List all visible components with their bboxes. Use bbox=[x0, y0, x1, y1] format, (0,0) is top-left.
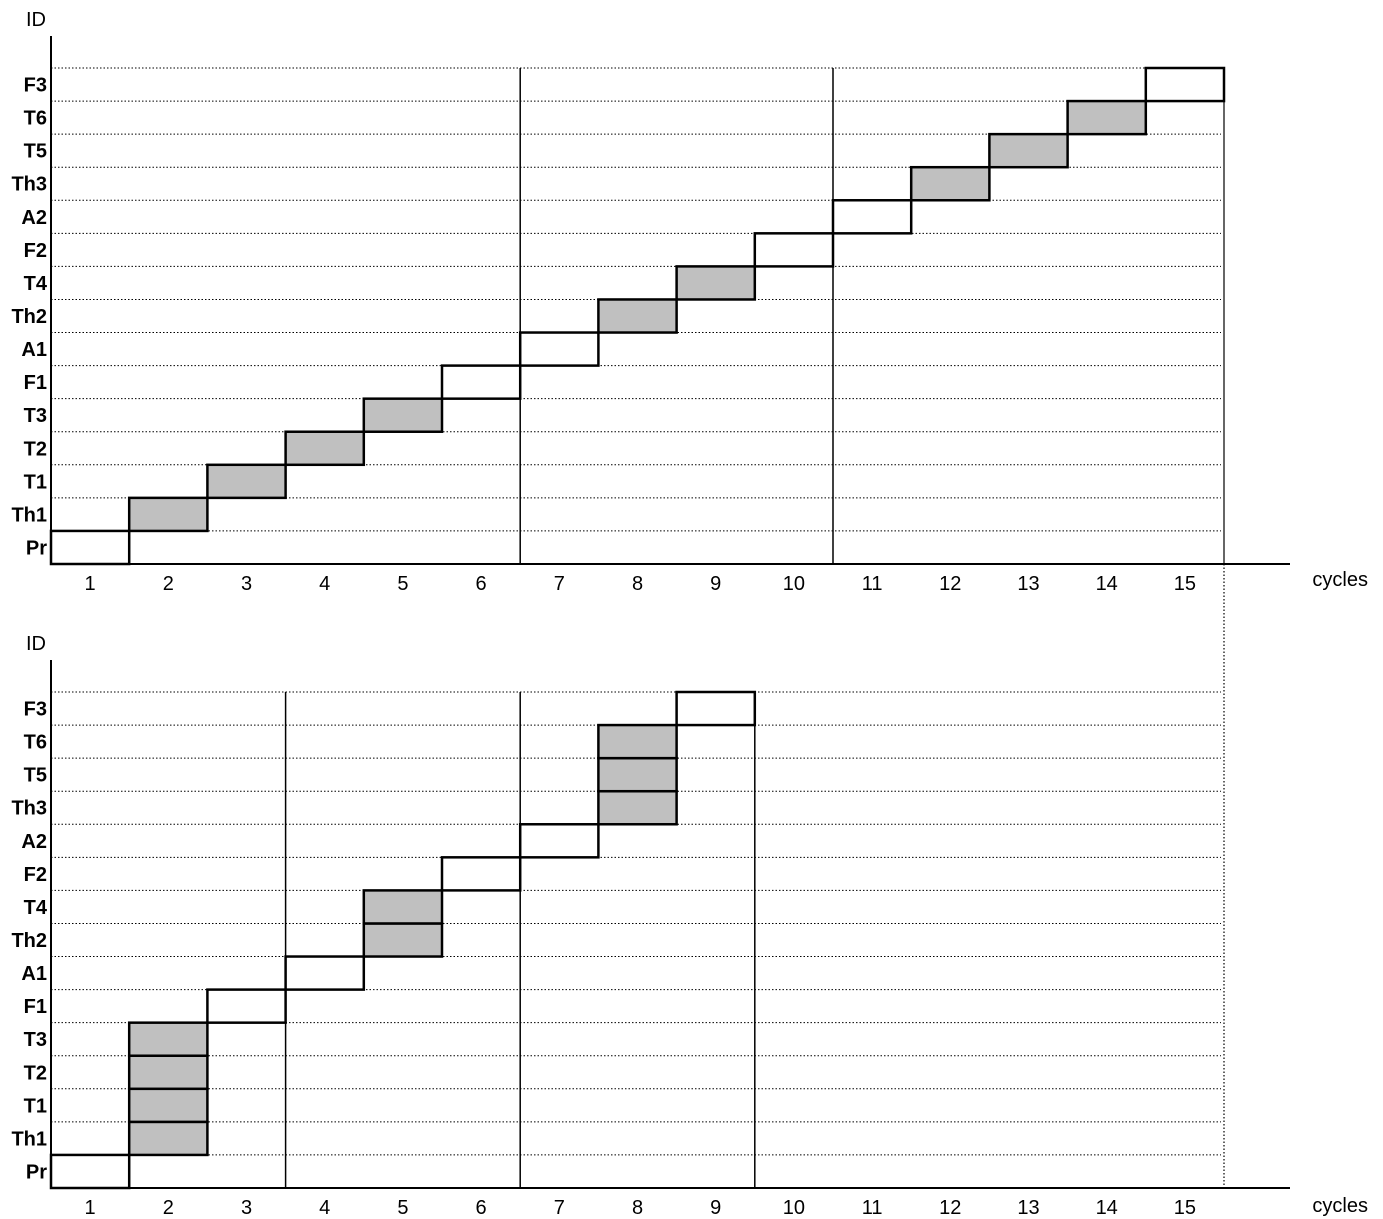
task-box-th3 bbox=[909, 165, 991, 202]
task-box-f3 bbox=[675, 690, 757, 727]
cycle-tick-label: 5 bbox=[397, 573, 408, 595]
cycle-tick-label: 11 bbox=[862, 573, 883, 595]
task-box-f1 bbox=[440, 364, 522, 400]
row-label-a2: A2 bbox=[21, 831, 47, 853]
cycle-tick-label: 12 bbox=[939, 573, 961, 595]
y-axis-title: ID bbox=[26, 9, 46, 31]
row-label-t3: T3 bbox=[24, 405, 47, 427]
row-label-th3: Th3 bbox=[11, 174, 47, 196]
row-label-a2: A2 bbox=[21, 207, 47, 229]
row-label-t4: T4 bbox=[24, 897, 48, 919]
task-box-th1 bbox=[127, 1120, 209, 1157]
y-axis-title: ID bbox=[26, 633, 46, 655]
row-label-t5: T5 bbox=[24, 765, 47, 787]
row-label-f3: F3 bbox=[24, 699, 47, 721]
task-box-t2 bbox=[127, 1054, 209, 1091]
cycle-tick-label: 2 bbox=[163, 1197, 174, 1219]
task-box-a1 bbox=[284, 955, 366, 991]
row-label-f1: F1 bbox=[24, 996, 47, 1018]
row-label-t1: T1 bbox=[24, 471, 47, 493]
task-box-th2 bbox=[362, 922, 444, 958]
cycle-tick-label: 14 bbox=[1096, 573, 1118, 595]
cycle-tick-label: 14 bbox=[1096, 1197, 1118, 1219]
task-box-th3 bbox=[597, 789, 678, 826]
cycle-tick-label: 15 bbox=[1174, 1197, 1196, 1219]
x-axis-title: cycles bbox=[1312, 1195, 1368, 1217]
cycle-tick-label: 2 bbox=[163, 573, 174, 595]
row-label-th1: Th1 bbox=[11, 1128, 47, 1150]
task-box-t5 bbox=[988, 132, 1069, 169]
task-box-pr bbox=[49, 529, 131, 566]
task-box-t1 bbox=[127, 1087, 209, 1124]
cycle-tick-label: 11 bbox=[862, 1197, 883, 1219]
row-label-pr: Pr bbox=[26, 1161, 47, 1183]
task-box-th2 bbox=[597, 298, 678, 334]
cycle-tick-label: 10 bbox=[783, 1197, 805, 1219]
task-box-t2 bbox=[284, 430, 366, 467]
task-box-t4 bbox=[675, 265, 757, 301]
row-label-t1: T1 bbox=[24, 1095, 47, 1117]
task-box-t4 bbox=[362, 889, 444, 925]
task-box-f2 bbox=[440, 856, 522, 892]
row-label-a1: A1 bbox=[21, 339, 47, 361]
row-label-f2: F2 bbox=[24, 240, 47, 262]
row-label-th2: Th2 bbox=[11, 306, 47, 328]
task-box-t3 bbox=[127, 1021, 209, 1057]
row-label-t5: T5 bbox=[24, 141, 47, 163]
cycle-tick-label: 3 bbox=[241, 1197, 252, 1219]
row-label-f1: F1 bbox=[24, 372, 47, 394]
cycle-tick-label: 10 bbox=[783, 573, 805, 595]
row-label-t6: T6 bbox=[24, 108, 47, 130]
task-box-t6 bbox=[597, 723, 678, 760]
row-label-th1: Th1 bbox=[11, 504, 47, 526]
cycle-tick-label: 4 bbox=[319, 1197, 330, 1219]
cycle-tick-label: 13 bbox=[1017, 573, 1039, 595]
cycle-tick-label: 4 bbox=[319, 573, 330, 595]
row-label-t3: T3 bbox=[24, 1029, 47, 1051]
task-box-f3 bbox=[1144, 66, 1226, 103]
row-label-a1: A1 bbox=[21, 963, 47, 985]
row-label-th2: Th2 bbox=[11, 930, 47, 952]
task-box-t1 bbox=[206, 463, 287, 500]
row-label-pr: Pr bbox=[26, 537, 47, 559]
cycle-tick-label: 7 bbox=[554, 1197, 565, 1219]
cycle-tick-label: 7 bbox=[554, 573, 565, 595]
task-box-th1 bbox=[127, 496, 209, 533]
task-box-f2 bbox=[753, 232, 835, 268]
cycle-tick-label: 6 bbox=[476, 573, 487, 595]
cycle-tick-label: 3 bbox=[241, 573, 252, 595]
row-label-f3: F3 bbox=[24, 75, 47, 97]
cycle-tick-label: 9 bbox=[710, 573, 721, 595]
task-box-a2 bbox=[831, 199, 913, 235]
row-label-t2: T2 bbox=[24, 1062, 47, 1084]
cycle-tick-label: 5 bbox=[397, 1197, 408, 1219]
x-axis-title: cycles bbox=[1312, 569, 1368, 591]
cycle-tick-label: 8 bbox=[632, 1197, 643, 1219]
cycle-tick-label: 6 bbox=[476, 1197, 487, 1219]
task-box-t5 bbox=[597, 756, 678, 793]
task-box-pr bbox=[49, 1153, 131, 1190]
task-box-t3 bbox=[362, 397, 444, 433]
row-label-f2: F2 bbox=[24, 864, 47, 886]
task-box-a1 bbox=[518, 331, 600, 367]
task-box-f1 bbox=[206, 988, 287, 1024]
cycle-tick-label: 12 bbox=[939, 1197, 961, 1219]
cycle-tick-label: 15 bbox=[1174, 573, 1196, 595]
row-label-t4: T4 bbox=[24, 273, 48, 295]
task-box-t6 bbox=[1066, 99, 1148, 136]
row-label-t2: T2 bbox=[24, 438, 47, 460]
cycle-tick-label: 13 bbox=[1017, 1197, 1039, 1219]
row-label-t6: T6 bbox=[24, 732, 47, 754]
row-label-th3: Th3 bbox=[11, 798, 47, 820]
cycle-tick-label: 1 bbox=[85, 573, 96, 595]
task-box-a2 bbox=[518, 823, 600, 859]
cycle-tick-label: 8 bbox=[632, 573, 643, 595]
cycle-tick-label: 9 bbox=[710, 1197, 721, 1219]
cycle-tick-label: 1 bbox=[85, 1197, 96, 1219]
